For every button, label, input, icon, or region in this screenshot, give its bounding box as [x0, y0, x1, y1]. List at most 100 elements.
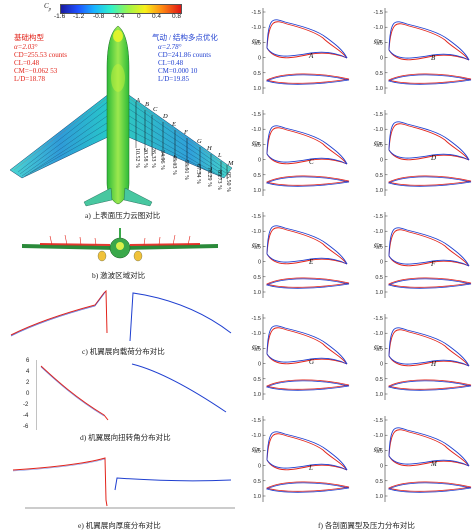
cp-upper-baseline-line — [266, 21, 348, 59]
cp-upper-baseline-line — [266, 433, 348, 471]
cp-tick-label: -0.5 — [252, 346, 261, 352]
colorbar-tick: -1.2 — [73, 13, 85, 20]
cp-tick-label: -1.5 — [252, 316, 261, 322]
cp-tick-label: 1.0 — [375, 392, 383, 398]
caption-b: b) 激波区域对比 — [92, 271, 146, 280]
cp-tick-label: 0 — [258, 56, 261, 62]
cp-lower-optimized-line — [388, 355, 470, 367]
cp-tick-label: 0 — [380, 362, 383, 368]
cp-tick-label: 0 — [258, 158, 261, 164]
aircraft-topview — [9, 25, 233, 207]
cp-tick-label: -0.5 — [252, 142, 261, 148]
section-label: L — [218, 152, 222, 159]
cp-tick-label: -1.0 — [374, 433, 383, 439]
cp-lower-optimized-line — [388, 49, 470, 61]
twist-tick: -6 — [23, 424, 29, 430]
twist-tick: 4 — [26, 369, 30, 375]
cp-panel-h: -1.5 -1.0 -0.5 0 0.5 1.0 Cp H — [374, 314, 472, 400]
cp-axis-label: Cp — [252, 242, 260, 249]
cp-tick-label: -1.5 — [252, 418, 261, 424]
cp-tick-label: 0.5 — [375, 173, 383, 179]
cp-axis-label: Cp — [374, 140, 382, 147]
airfoil-baseline — [387, 277, 472, 288]
cp-tick-label: -0.5 — [252, 40, 261, 46]
cp-lower-baseline-line — [388, 455, 470, 467]
twist-axis: 6 4 2 0 -2 -4 -6 — [23, 358, 36, 430]
colorbar-label: Cp — [44, 2, 52, 13]
cp-tick-label: -0.5 — [252, 244, 261, 250]
cp-tick-label: -1.0 — [252, 229, 261, 235]
airfoil-baseline — [265, 481, 350, 492]
span-percent: 20.58 % — [142, 148, 148, 168]
cp-tick-label: 0.5 — [253, 173, 261, 179]
cp-panel-f: -1.5 -1.0 -0.5 0 0.5 1.0 Cp F — [374, 212, 472, 298]
cp-tick-label: -0.5 — [252, 448, 261, 454]
cp-lower-optimized-line — [266, 153, 348, 165]
baseline-title: 基础构型 — [14, 33, 44, 42]
airfoil-optimized — [265, 380, 350, 391]
caption-e: e) 机翼展向厚度分布对比 — [78, 521, 161, 530]
airfoil-optimized — [265, 482, 350, 493]
cp-lower-optimized-line — [266, 459, 348, 471]
cp-lower-baseline-line — [266, 153, 348, 165]
cp-lower-baseline-line — [388, 255, 470, 267]
cp-tick-label: -1.5 — [252, 214, 261, 220]
cp-panel-m: -1.5 -1.0 -0.5 0 0.5 1.0 Cp M — [374, 416, 472, 502]
cp-tick-label: 0 — [380, 464, 383, 470]
cp-upper-optimized-line — [388, 227, 470, 267]
cp-tick-label: 1.0 — [253, 494, 261, 500]
cp-tick-label: 0.5 — [375, 275, 383, 281]
cp-tick-label: -0.5 — [374, 40, 383, 46]
cp-lower-optimized-line — [388, 455, 470, 467]
airfoil-baseline — [387, 379, 472, 390]
cp-upper-optimized-line — [388, 121, 470, 161]
airfoil-optimized — [265, 176, 350, 187]
optimized-value: α=2.78° — [158, 43, 182, 51]
colorbar — [60, 4, 182, 14]
cp-upper-baseline-line — [388, 429, 470, 467]
airfoil-baseline — [265, 379, 350, 390]
cp-lower-baseline-line — [266, 353, 348, 365]
section-label: D — [163, 113, 168, 120]
airfoil-baseline — [265, 175, 350, 186]
cp-tick-label: 1.0 — [375, 86, 383, 92]
section-label: M — [228, 160, 234, 167]
cp-upper-baseline-line — [266, 127, 348, 165]
thickness-chart — [12, 457, 235, 509]
twist-chart — [36, 360, 227, 430]
cp-lower-baseline-line — [388, 49, 470, 61]
cp-panel-b: -1.5 -1.0 -0.5 0 0.5 1.0 Cp B — [374, 8, 472, 94]
airfoil-optimized — [265, 74, 350, 85]
cp-panel-letter: L — [308, 464, 313, 472]
section-label: G — [197, 138, 202, 145]
cp-tick-label: -1.0 — [374, 25, 383, 31]
airfoil-baseline — [387, 73, 472, 84]
cp-panel-letter: G — [309, 358, 314, 366]
cp-tick-label: -1.5 — [374, 418, 383, 424]
baseline-value: CL=0.48 — [14, 59, 40, 67]
colorbar-tick: 0 — [137, 13, 141, 20]
cp-axis-label: Cp — [252, 344, 260, 351]
cp-upper-baseline-line — [266, 327, 348, 365]
cp-tick-label: 0.5 — [253, 479, 261, 485]
colorbar-tick: -0.4 — [113, 13, 125, 20]
cp-upper-optimized-line — [388, 21, 470, 61]
section-label: C — [153, 106, 158, 113]
cp-tick-label: 0.5 — [253, 377, 261, 383]
cp-tick-label: 1.0 — [253, 392, 261, 398]
optimized-value: CL=0.48 — [158, 59, 184, 67]
cp-tick-label: 0 — [380, 158, 383, 164]
cp-axis-label: Cp — [252, 38, 260, 45]
cp-tick-label: 0 — [380, 56, 383, 62]
cp-tick-label: -1.0 — [374, 331, 383, 337]
span-percent: 55.51 % — [183, 160, 189, 180]
span-percent: 95.50 % — [225, 172, 231, 192]
cp-panel-a: -1.5 -1.0 -0.5 0 0.5 1.0 Cp A — [252, 8, 350, 94]
cp-tick-label: -1.0 — [252, 433, 261, 439]
cp-tick-label: -1.5 — [374, 112, 383, 118]
optimized-value: CM=0.000 10 — [158, 67, 198, 75]
cp-tick-label: 1.0 — [253, 290, 261, 296]
cp-panel-letter: H — [430, 360, 437, 368]
baseline-value: α=2.03° — [14, 43, 38, 51]
span-percent: 45.13 % — [171, 155, 177, 175]
